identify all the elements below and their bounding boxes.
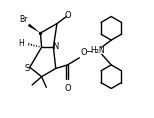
Text: N: N (52, 42, 58, 51)
Text: O: O (65, 11, 71, 20)
Text: Br: Br (19, 15, 27, 24)
Text: −: − (85, 46, 92, 55)
Text: O: O (64, 84, 71, 93)
Text: H: H (19, 39, 24, 48)
Text: O: O (81, 48, 87, 57)
Polygon shape (28, 24, 40, 33)
Text: S: S (25, 64, 30, 73)
Text: H₂N: H₂N (90, 46, 105, 55)
